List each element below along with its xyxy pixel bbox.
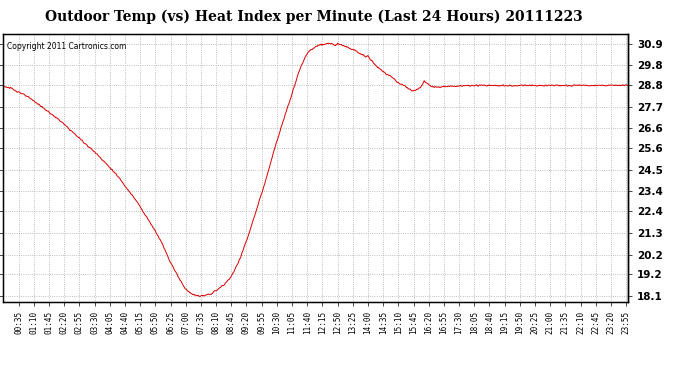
Text: Outdoor Temp (vs) Heat Index per Minute (Last 24 Hours) 20111223: Outdoor Temp (vs) Heat Index per Minute … — [45, 9, 583, 24]
Text: Copyright 2011 Cartronics.com: Copyright 2011 Cartronics.com — [7, 42, 126, 51]
